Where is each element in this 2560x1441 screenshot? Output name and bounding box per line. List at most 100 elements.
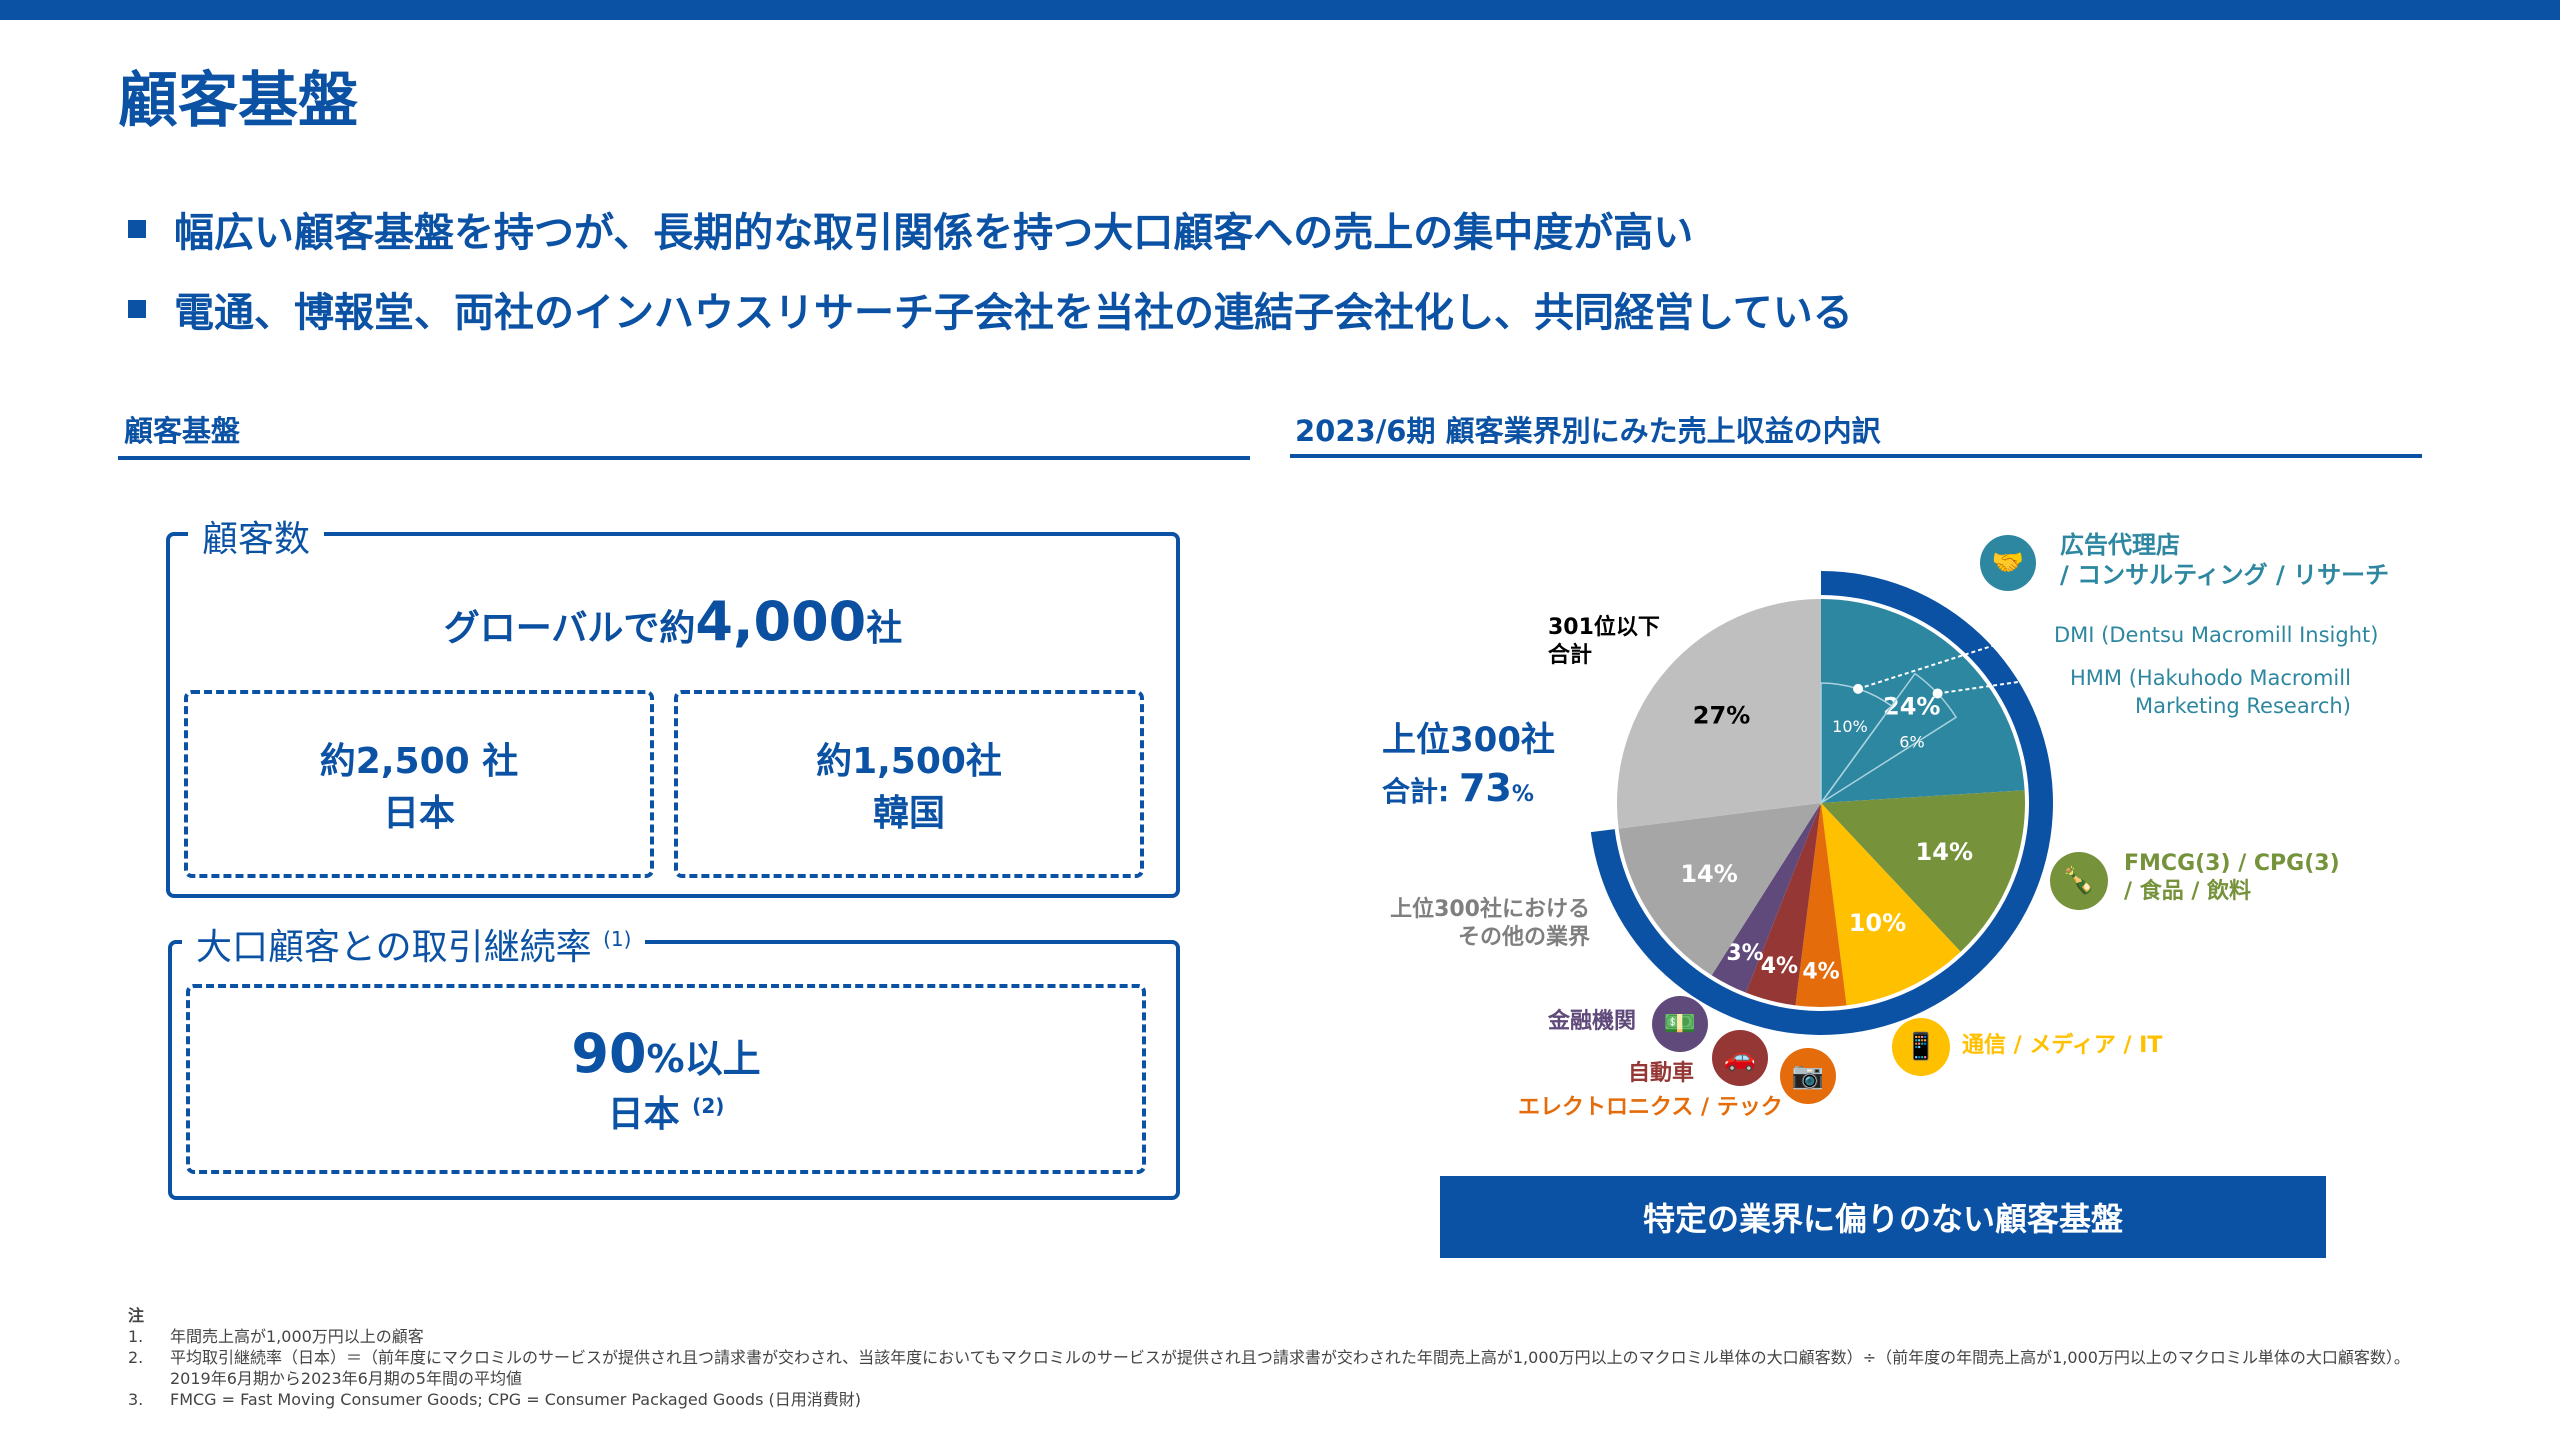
- slice-label: 4%: [1761, 954, 1798, 979]
- auto-label: 自動車: [1628, 1061, 1695, 1086]
- slice-label: 10%: [1849, 909, 1906, 937]
- conclusion-banner: 特定の業界に偏りのない顧客基盤: [1440, 1176, 2326, 1258]
- other-label: 上位300社における その他の業界: [1380, 896, 1590, 951]
- ad-line2: / コンサルティング / リサーチ: [2060, 561, 2390, 589]
- global-suffix: 社: [866, 608, 903, 649]
- bullet-2: 電通、博報堂、両社のインハウスリサーチ子会社を当社の連結子会社化し、共同経営して…: [128, 280, 1853, 338]
- slice-label: 27%: [1693, 701, 1750, 729]
- top300-value: 73: [1458, 766, 1512, 810]
- retention-legend-text: 大口顧客との取引継続率: [196, 927, 592, 968]
- pie-slice: [1711, 803, 1821, 993]
- other-line1: 上位300社における: [1390, 897, 1590, 922]
- rest-line2: 合計: [1548, 642, 1593, 668]
- telecom-label: 通信 / メディア / IT: [1962, 1033, 2163, 1058]
- footnote: 3. FMCG = Fast Moving Consumer Goods; CPG…: [128, 1389, 2420, 1410]
- footnote-number: 3.: [128, 1390, 144, 1409]
- notes-heading: 注: [128, 1306, 145, 1325]
- top300-line1: 上位300社: [1382, 720, 1555, 760]
- slice-label: 14%: [1680, 860, 1737, 888]
- retention-legend: 大口顧客との取引継続率 (1): [182, 918, 646, 970]
- left-section-heading: 顧客基盤: [124, 414, 241, 448]
- korea-label: 韓国: [872, 793, 945, 834]
- japan-label: 日本: [382, 793, 455, 834]
- pie-slice: [1821, 790, 2025, 952]
- korea-count: 約1,500社: [816, 741, 1002, 782]
- global-value: 4,000: [695, 590, 867, 653]
- pie-slice: [1745, 803, 1821, 1006]
- footnote: 1. 年間売上高が1,000万円以上の顧客: [128, 1326, 2420, 1347]
- bullet-square-icon: [128, 300, 146, 318]
- bullet-text: 幅広い顧客基盤を持つが、長期的な取引関係を持つ大口顧客への売上の集中度が高い: [174, 210, 1694, 256]
- hmm-label: HMM (Hakuhodo Macromill Marketing Researc…: [2070, 664, 2351, 720]
- global-prefix: グローバルで約: [443, 608, 696, 649]
- handshake-icon: 🤝: [1980, 535, 2036, 591]
- pie-chart: 24%14%10%4%4%3%14%27% 10%6%: [1590, 571, 2061, 1035]
- bullet-square-icon: [128, 220, 146, 238]
- top300-unit: %: [1511, 782, 1534, 807]
- other-line2: その他の業界: [1457, 924, 1590, 950]
- retention-number: 90: [571, 1021, 647, 1085]
- pie-slice: [1795, 803, 1847, 1007]
- footnote-number: 1.: [128, 1327, 144, 1346]
- footnote-text: 平均取引継続率（日本）＝（前年度にマクロミルのサービスが提供され且つ請求書が交わ…: [170, 1348, 2418, 1388]
- retention-box: [168, 940, 1180, 1200]
- japan-count: 約2,500 社: [319, 741, 519, 782]
- right-section-heading: 2023/6期 顧客業界別にみた売上収益の内訳: [1295, 414, 1881, 448]
- top-bar: [0, 0, 2560, 20]
- retention-country-text: 日本: [607, 1093, 680, 1135]
- retention-value: 90%以上: [571, 1022, 760, 1085]
- hmm-line2: Marketing Research): [2135, 694, 2351, 718]
- rest-label: 301位以下 合計: [1548, 614, 1660, 669]
- sub-slice-label: 6%: [1899, 733, 1924, 752]
- slice-label: 24%: [1883, 692, 1940, 720]
- retention-country: 日本 (2): [608, 1085, 725, 1137]
- pie-slice: [1618, 803, 1821, 976]
- retention-unit: %以上: [646, 1036, 761, 1081]
- slice-label: 14%: [1916, 838, 1973, 866]
- fmcg-line2: / 食品 / 飲料: [2124, 878, 2252, 904]
- footnotes: 注 1. 年間売上高が1,000万円以上の顧客 2. 平均取引継続率（日本）＝（前年…: [128, 1305, 2420, 1410]
- finance-label: 金融機関: [1548, 1009, 1637, 1034]
- global-count: グローバルで約4,000社: [166, 590, 1180, 653]
- footnote-text: FMCG = Fast Moving Consumer Goods; CPG =…: [170, 1390, 861, 1409]
- customer-count-box: [166, 532, 1180, 898]
- car-icon: 🚗: [1712, 1030, 1768, 1086]
- money-icon: 💵: [1652, 996, 1708, 1052]
- bullet-1: 幅広い顧客基盤を持つが、長期的な取引関係を持つ大口顧客への売上の集中度が高い: [128, 200, 1693, 258]
- retention-note: (1): [603, 927, 632, 951]
- hmm-line1: HMM (Hakuhodo Macromill: [2070, 666, 2351, 690]
- retention-value-box: 90%以上 日本 (2): [186, 984, 1146, 1174]
- pie-slice: [1821, 803, 1961, 1006]
- divider: [118, 456, 1250, 460]
- pie-slice: [1617, 599, 1821, 829]
- dmi-label: DMI (Dentsu Macromill Insight): [2054, 623, 2379, 647]
- sub-slice-marker: [1932, 688, 1943, 699]
- camera-icon: 📷: [1780, 1048, 1836, 1104]
- electronics-label: エレクトロニクス / テック: [1518, 1095, 1783, 1120]
- japan-box: 約2,500 社日本: [184, 690, 654, 878]
- slice-label: 4%: [1802, 959, 1839, 984]
- ad-label: 広告代理店 / コンサルティング / リサーチ: [2060, 530, 2389, 590]
- grocery-icon: 🍾: [2050, 852, 2108, 910]
- sub-slice-label: 10%: [1832, 717, 1868, 736]
- top300-total: 合計: 73%: [1382, 766, 1534, 810]
- rest-line1: 301位以下: [1548, 615, 1660, 640]
- bullet-text: 電通、博報堂、両社のインハウスリサーチ子会社を当社の連結子会社化し、共同経営して…: [174, 290, 1853, 336]
- pie-slice: [1821, 599, 2025, 803]
- footnote-text: 年間売上高が1,000万円以上の顧客: [170, 1327, 424, 1346]
- fmcg-line1: FMCG(3) / CPG(3): [2124, 851, 2340, 876]
- korea-box: 約1,500社 韓国: [674, 690, 1144, 878]
- divider: [1290, 454, 2422, 458]
- footnote: 2. 平均取引継続率（日本）＝（前年度にマクロミルのサービスが提供され且つ請求書が…: [128, 1347, 2420, 1389]
- slice-label: 3%: [1726, 941, 1763, 966]
- top300-prefix: 合計:: [1382, 775, 1450, 808]
- retention-country-note: (2): [692, 1093, 725, 1118]
- ad-line1: 広告代理店: [2060, 531, 2180, 559]
- fmcg-label: FMCG(3) / CPG(3) / 食品 / 飲料: [2124, 850, 2340, 905]
- sub-slice-marker: [1853, 683, 1864, 694]
- footnote-number: 2.: [128, 1348, 144, 1367]
- page-title: 顧客基盤: [118, 66, 358, 136]
- customer-count-legend: 顧客数: [188, 510, 325, 562]
- smartphone-icon: 📱: [1892, 1018, 1950, 1076]
- leader-line: [1857, 628, 2046, 690]
